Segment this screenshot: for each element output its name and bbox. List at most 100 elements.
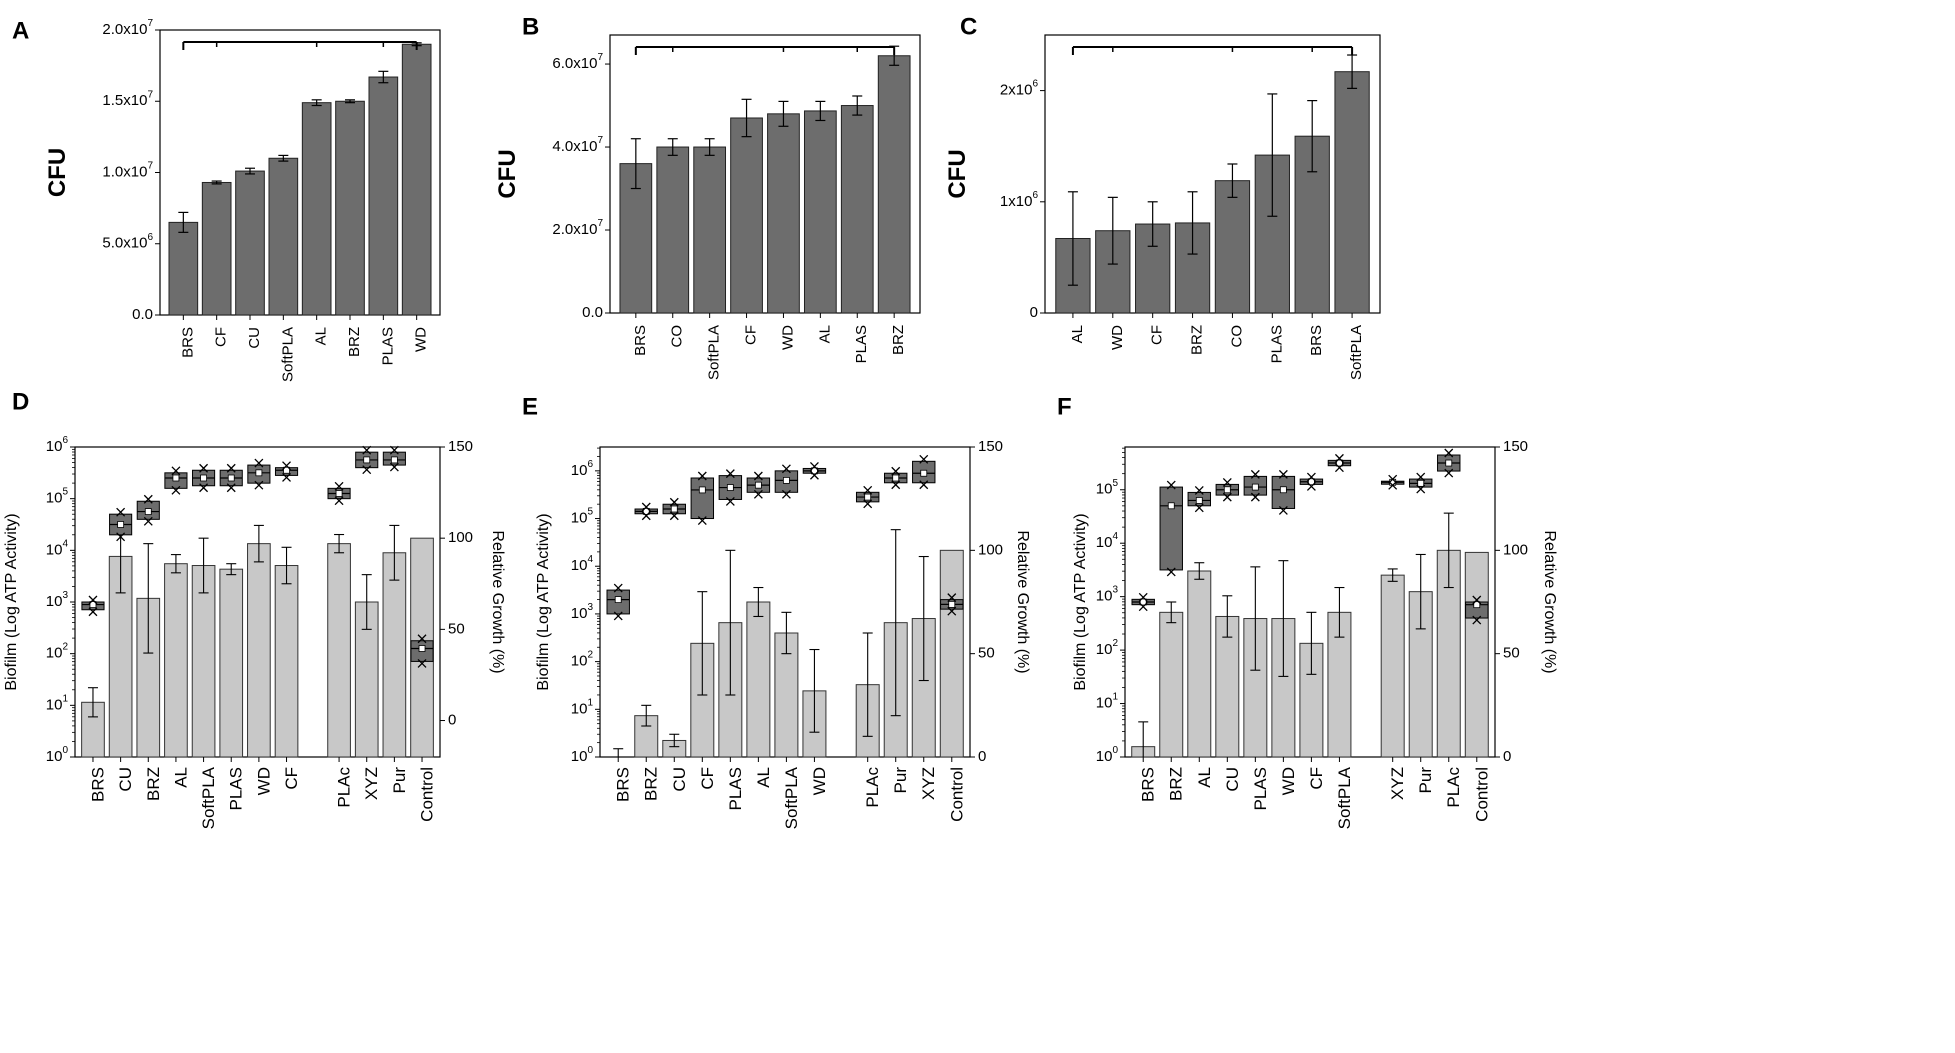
panel-b-xtick-label: BRS — [632, 325, 649, 356]
panel-e-biofilm-extreme — [613, 583, 623, 593]
panel-f-biofilm-mean — [1167, 502, 1175, 510]
panel-f-biofilm-extreme — [1222, 477, 1232, 487]
panel-e-biofilm-extreme — [613, 611, 623, 621]
panel-e-biofilm-extreme — [697, 516, 707, 525]
panel-b-ytick-label: 0.0 — [582, 304, 603, 321]
panel-d-xtick-label: PLAc — [335, 767, 354, 808]
panel-d-ytick-label: 106 — [46, 435, 69, 455]
panel-f-y2tick-label: 100 — [1503, 541, 1528, 558]
panel-e-xtick-label: BRZ — [642, 767, 661, 801]
panel-c-frame — [1044, 34, 1381, 314]
panel-f-biofilm-mean — [1195, 497, 1203, 504]
panel-a-bar — [401, 43, 432, 316]
panel-d-biofilm-extreme — [362, 445, 372, 455]
panel-e-biofilm-mean — [864, 493, 872, 501]
panel-c-bar — [1214, 180, 1251, 314]
panel-f-biofilm-extreme — [1472, 615, 1482, 625]
panel-f-xtick-label: CF — [1307, 767, 1326, 790]
panel-e-y2tick-label: 100 — [978, 541, 1003, 558]
panel-d-biofilm-extreme — [199, 483, 209, 493]
panel-c-xtick-label: WD — [1109, 325, 1126, 350]
panel-e-biofilm-extreme — [669, 511, 679, 521]
panel-b-ytick-label: 2.0x107 — [552, 218, 603, 238]
panel-f-growth-bar — [1159, 611, 1184, 758]
panel-b-bar — [767, 113, 800, 314]
panel-d-letter: D — [12, 388, 29, 415]
panel-a-bar — [268, 157, 299, 316]
panel-f-xtick-label: PLAS — [1251, 767, 1270, 810]
panel-e-biofilm-extreme — [947, 606, 957, 616]
panel-f-biofilm-extreme — [1388, 480, 1398, 490]
panel-d-y2tick-label: 100 — [448, 529, 473, 546]
panel-e-biofilm-extreme — [809, 462, 819, 471]
panel-d-biofilm-extreme — [389, 445, 399, 455]
panel-e-xtick-label: SoftPLA — [782, 766, 801, 829]
panel-a-xtick-label: SoftPLA — [279, 327, 296, 382]
panel-f-y2label: Relative Growth (%) — [1541, 530, 1558, 673]
panel-d-biofilm-extreme — [116, 507, 126, 517]
panel-d-xtick-label: BRS — [88, 767, 107, 802]
panel-f-biofilm-extreme — [1250, 469, 1260, 479]
panel-e-biofilm-extreme — [781, 489, 791, 499]
panel-e-ytick-label: 103 — [571, 602, 594, 622]
panel-f-y2tick-label: 150 — [1503, 438, 1528, 455]
panel-e-biofilm-extreme — [863, 485, 873, 495]
panel-d-xtick-label: SoftPLA — [199, 766, 218, 829]
panel-d-biofilm-extreme — [282, 461, 291, 471]
panel-d-biofilm-mean — [418, 645, 426, 652]
panel-b-xtick-label: CO — [669, 325, 686, 348]
panel-e-ytick-label: 101 — [571, 697, 594, 717]
panel-d-biofilm-extreme — [254, 480, 264, 490]
panel-a-xtick-label: BRS — [179, 327, 196, 358]
panel-f-biofilm-extreme — [1416, 472, 1426, 482]
panel-d-biofilm-extreme — [116, 532, 126, 542]
panel-a-xtick-label: CU — [246, 327, 263, 349]
panel-e-biofilm-mean — [614, 596, 622, 604]
panel-e-ytick-label: 106 — [571, 458, 594, 478]
panel-f-xtick-label: BRZ — [1167, 767, 1186, 801]
panel-e-xtick-label: PLAc — [863, 767, 882, 808]
panel-f-ytick-label: 102 — [1096, 638, 1119, 658]
panel-d-biofilm-mean — [172, 474, 180, 482]
panel-c-bar — [1334, 71, 1370, 314]
panel-e-ylabel: Biofilm (Log ATP Activity) — [535, 513, 552, 690]
panel-f-biofilm-extreme — [1166, 480, 1176, 490]
panel-d-xtick-label: PLAS — [227, 767, 246, 810]
panel-e-biofilm-mean — [920, 469, 928, 477]
panel-e-y2tick-label: 50 — [978, 645, 995, 662]
panel-a-ytick-label: 5.0x106 — [102, 231, 153, 251]
panel-d-growth-bar — [327, 543, 351, 758]
panel-d-growth-bar — [274, 565, 299, 758]
panel-e-biofilm-box — [690, 477, 715, 520]
panel-f-biofilm-extreme — [1278, 469, 1288, 479]
panel-d-biofilm-mean — [363, 456, 371, 464]
panel-f-xtick-label: BRS — [1139, 767, 1158, 802]
panel-d-xtick-label: Pur — [390, 767, 409, 794]
panel-b-xtick-label: BRZ — [890, 325, 907, 355]
panel-f-ylabel: Biofilm (Log ATP Activity) — [1072, 513, 1089, 690]
panel-d-biofilm-mean — [283, 466, 290, 474]
panel-e-xtick-label: AL — [754, 767, 773, 788]
panel-d-xtick-label: BRZ — [144, 767, 163, 801]
panel-a-ytick-label: 1.5x107 — [102, 89, 153, 109]
panel-e-biofilm-mean — [811, 467, 818, 475]
panel-a-xtick-label: BRZ — [346, 327, 363, 357]
panel-e-biofilm-extreme — [809, 470, 819, 480]
panel-e-letter: E — [522, 393, 538, 420]
panel-f-biofilm-extreme — [1278, 506, 1288, 515]
panel-d-biofilm-mean — [144, 508, 152, 515]
panel-f-xtick-label: Control — [1472, 767, 1491, 822]
panel-f-y2tick-label: 0 — [1503, 748, 1511, 765]
panel-c-ytick-label: 0 — [1030, 304, 1038, 321]
panel-d-biofilm-extreme — [334, 496, 344, 506]
panel-a-xtick-label: WD — [413, 327, 430, 352]
panel-e-biofilm-extreme — [669, 497, 679, 507]
panel-d-xtick-label: AL — [171, 767, 190, 788]
panel-f-xtick-label: AL — [1195, 767, 1214, 788]
panel-a-bar — [235, 170, 265, 316]
panel-f-biofilm-extreme — [1306, 481, 1316, 491]
panel-c-xtick-label: CO — [1228, 325, 1245, 348]
panel-d-biofilm-extreme — [88, 607, 98, 617]
panel-e-biofilm-extreme — [919, 454, 929, 464]
